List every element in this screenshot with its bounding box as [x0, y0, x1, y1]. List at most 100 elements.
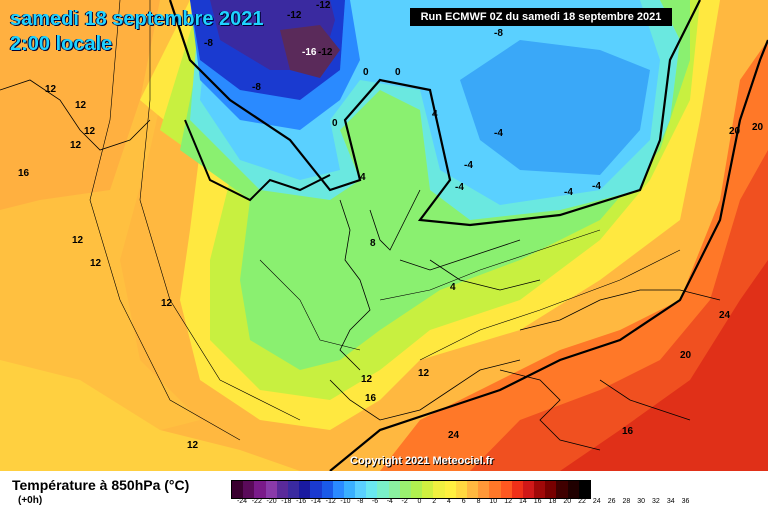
color-scale-swatch	[545, 481, 557, 498]
color-scale-tick: 22	[578, 498, 586, 505]
color-scale-tick: 10	[489, 498, 498, 505]
isotherm-label: -8	[252, 82, 261, 93]
color-scale-swatch	[355, 481, 367, 498]
color-scale-tick: 8	[476, 498, 481, 505]
isotherm-label: 16	[365, 393, 377, 404]
color-scale-tick: 28	[622, 498, 631, 505]
isotherm-label: 0	[363, 67, 369, 78]
color-scale-tick: 4	[447, 498, 451, 505]
model-run-label: Run ECMWF 0Z du samedi 18 septembre 2021	[410, 8, 672, 26]
color-scale-tick: -14	[310, 498, 321, 505]
color-scale-swatch	[310, 481, 322, 498]
isotherm-label: 12	[161, 298, 173, 309]
color-scale-tick: -2	[401, 498, 408, 505]
forecast-date: samedi 18 septembre 2021	[10, 8, 264, 30]
color-scale-swatch	[366, 481, 378, 498]
isotherm-label: 20	[680, 350, 692, 361]
color-scale-tick: 30	[637, 498, 646, 505]
color-scale-tick: -4	[386, 498, 393, 505]
isotherm-label: -12	[318, 47, 333, 58]
color-scale-swatch	[332, 481, 344, 498]
temperature-map	[0, 0, 768, 471]
isotherm-label: 16	[622, 426, 634, 437]
isotherm-label: 24	[719, 310, 731, 321]
color-scale	[231, 480, 591, 499]
color-scale-ticks: -24 -22 -20 -18 -16 -14 -12 -10 -8 -6 -4 -2 0 2 4 6 8 10 1…	[231, 498, 701, 510]
isotherm-label: 8	[370, 238, 376, 249]
isotherm-label: 12	[84, 126, 96, 137]
isotherm-label: 12	[45, 84, 57, 95]
color-scale-swatch	[243, 481, 255, 498]
color-scale-swatch	[232, 481, 244, 498]
isotherm-label: 4	[450, 282, 456, 293]
color-scale-swatch	[567, 481, 579, 498]
color-scale-tick: 2	[432, 498, 437, 505]
color-scale-swatch	[388, 481, 400, 498]
color-scale-tick: 6	[461, 498, 466, 505]
color-scale-swatch	[433, 481, 445, 498]
isotherm-label: -4	[564, 187, 573, 198]
isotherm-label: 0	[332, 118, 338, 129]
color-scale-tick: -8	[357, 498, 364, 505]
isotherm-label: 20	[729, 126, 741, 137]
color-scale-swatch	[500, 481, 512, 498]
color-scale-tick: 0	[417, 498, 422, 505]
color-scale-tick: -12	[325, 498, 336, 505]
isotherm-label: 12	[361, 374, 373, 385]
isotherm-label: 12	[70, 140, 82, 151]
isotherm-label: -4	[464, 160, 473, 171]
isotherm-label: 12	[187, 440, 199, 451]
isotherm-label: -4	[592, 181, 601, 192]
color-scale-swatch	[534, 481, 546, 498]
isotherm-label: 12	[72, 235, 84, 246]
isotherm-label: -4	[494, 128, 503, 139]
forecast-step: (+0h)	[18, 495, 43, 506]
color-scale-swatch	[478, 481, 490, 498]
color-scale-swatch	[265, 481, 277, 498]
color-scale-tick: -16	[296, 498, 307, 505]
color-scale-tick: -6	[371, 498, 379, 505]
isotherm-label: 4	[360, 172, 366, 183]
color-scale-swatch	[276, 481, 288, 498]
color-scale-tick: -24	[236, 498, 248, 505]
color-scale-swatch	[411, 481, 423, 498]
color-scale-tick: 18	[548, 498, 557, 505]
isotherm-label: 16	[18, 168, 30, 179]
color-scale-swatch	[511, 481, 523, 498]
color-scale-tick: 24	[592, 498, 601, 505]
color-scale-tick: 34	[666, 498, 675, 505]
isotherm-label: -12	[287, 10, 302, 21]
isotherm-label: 4	[432, 109, 438, 120]
isotherm-label: -8	[204, 38, 213, 49]
color-scale-swatch	[377, 481, 389, 498]
color-scale-swatch	[287, 481, 300, 498]
isotherm-label: 20	[752, 122, 764, 133]
parameter-title: Température à 850hPa (°C)	[12, 477, 190, 493]
color-scale-swatch	[422, 481, 434, 498]
color-scale-swatch	[466, 481, 479, 498]
copyright-text: Copyright 2021 Meteociel.fr	[350, 455, 494, 467]
color-scale-tick: 12	[504, 498, 513, 505]
color-scale-swatch	[321, 481, 333, 498]
isotherm-label: 12	[75, 100, 87, 111]
color-scale-tick: 16	[533, 498, 542, 505]
color-scale-swatch	[254, 481, 266, 498]
isotherm-label: 0	[395, 67, 401, 78]
forecast-time: 2:00 locale	[10, 33, 113, 55]
color-scale-tick: 32	[652, 498, 660, 505]
isotherm-label: 12	[90, 258, 102, 269]
color-scale-tick: -10	[340, 498, 351, 505]
isotherm-label: -12	[316, 0, 331, 11]
color-scale-tick: 26	[607, 498, 616, 505]
color-scale-swatch	[343, 481, 356, 498]
color-scale-tick: 20	[563, 498, 572, 505]
isotherm-label: -16	[302, 47, 317, 58]
isotherm-label: -4	[455, 182, 464, 193]
color-scale-swatch	[522, 481, 535, 498]
isotherm-label: -8	[494, 28, 503, 39]
color-scale-tick: 36	[681, 498, 690, 505]
color-scale-swatch	[299, 481, 311, 498]
color-scale-swatch	[399, 481, 411, 498]
color-scale-tick: -22	[251, 498, 262, 505]
